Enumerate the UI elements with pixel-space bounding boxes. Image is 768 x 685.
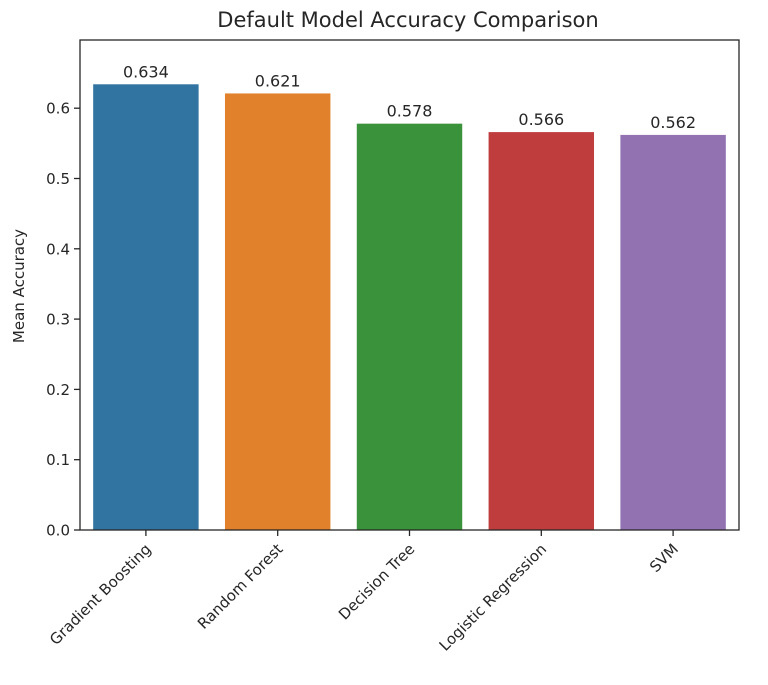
- x-tick-label: Logistic Regression: [436, 540, 550, 654]
- plot-frame: [79, 39, 740, 531]
- bar-value-label: 0.578: [387, 102, 433, 121]
- y-tick-label: 0.0: [46, 522, 70, 540]
- y-tick-label: 0.4: [46, 240, 70, 258]
- bar-value-label: 0.566: [518, 110, 564, 129]
- bars-group: 0.634 0.621 0.578 0.566 0.562: [93, 62, 726, 531]
- bar-value-label: 0.621: [255, 71, 301, 90]
- y-axis-label: Mean Accuracy: [10, 229, 28, 343]
- y-tick-label: 0.6: [46, 100, 70, 118]
- x-tick-label: SVM: [646, 540, 682, 576]
- bar-svm: [620, 134, 726, 530]
- x-tick-label: Gradient Boosting: [46, 540, 155, 649]
- y-axis-ticks: 0.0 0.1 0.2 0.3 0.4 0.5 0.6: [46, 100, 80, 540]
- x-tick-label: Decision Tree: [335, 540, 418, 623]
- y-tick-label: 0.3: [46, 311, 70, 329]
- y-tick-label: 0.2: [46, 381, 70, 399]
- bar-random-forest: [224, 93, 331, 530]
- bar-decision-tree: [356, 123, 463, 530]
- x-axis-ticks: Gradient Boosting Random Forest Decision T…: [46, 530, 682, 655]
- chart-title: Default Model Accuracy Comparison: [217, 8, 598, 32]
- y-tick-label: 0.5: [46, 170, 70, 188]
- bar-logistic-regression: [488, 132, 595, 530]
- bar-gradient-boosting: [93, 84, 199, 531]
- x-tick-label: Random Forest: [194, 540, 287, 633]
- y-tick-label: 0.1: [46, 451, 70, 469]
- bar-value-label: 0.562: [650, 113, 696, 132]
- bar-value-label: 0.634: [123, 62, 169, 81]
